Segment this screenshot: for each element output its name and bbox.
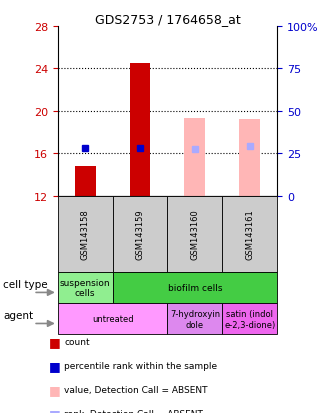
- Bar: [184, 119, 205, 196]
- Text: GSM143160: GSM143160: [190, 209, 199, 260]
- Title: GDS2753 / 1764658_at: GDS2753 / 1764658_at: [95, 13, 240, 26]
- Bar: [239, 120, 260, 196]
- Text: count: count: [64, 337, 90, 347]
- Text: ■: ■: [49, 335, 60, 349]
- Text: biofilm cells: biofilm cells: [168, 284, 222, 292]
- Text: rank, Detection Call = ABSENT: rank, Detection Call = ABSENT: [64, 409, 203, 413]
- Text: GSM143158: GSM143158: [81, 209, 90, 260]
- Text: value, Detection Call = ABSENT: value, Detection Call = ABSENT: [64, 385, 208, 394]
- Text: suspension
cells: suspension cells: [60, 278, 111, 298]
- Text: ■: ■: [49, 359, 60, 373]
- Bar: [75, 166, 96, 196]
- Text: satin (indol
e-2,3-dione): satin (indol e-2,3-dione): [224, 309, 276, 329]
- Text: GSM143161: GSM143161: [245, 209, 254, 260]
- Text: agent: agent: [3, 310, 33, 320]
- Text: ■: ■: [49, 407, 60, 413]
- Text: 7-hydroxyin
dole: 7-hydroxyin dole: [170, 309, 220, 329]
- Text: percentile rank within the sample: percentile rank within the sample: [64, 361, 217, 370]
- Text: untreated: untreated: [92, 315, 133, 323]
- Text: cell type: cell type: [3, 279, 48, 289]
- Text: GSM143159: GSM143159: [136, 209, 145, 260]
- Text: ■: ■: [49, 383, 60, 396]
- Bar: [130, 64, 150, 196]
